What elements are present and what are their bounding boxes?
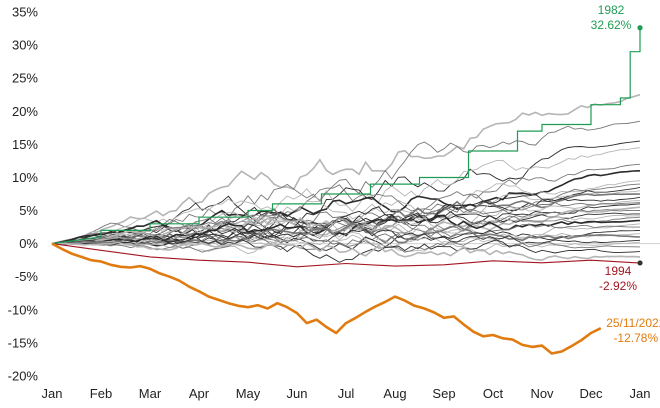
y-tick-label: 30%	[12, 38, 38, 53]
y-tick-label: 15%	[12, 137, 38, 152]
other-years-lines	[51, 93, 641, 263]
x-tick-label: Feb	[90, 386, 112, 401]
x-tick-label: Mar	[139, 386, 162, 401]
series-1994-end-marker	[637, 260, 643, 266]
other-year-line	[51, 163, 641, 245]
other-year-line	[51, 212, 640, 246]
series-1994-value-label: -2.92%	[599, 279, 637, 293]
y-tick-label: 25%	[12, 71, 38, 86]
y-tick-label: 0%	[19, 236, 38, 251]
x-tick-label: Jun	[287, 386, 308, 401]
other-year-line	[51, 228, 641, 246]
x-tick-label: Apr	[189, 386, 210, 401]
series-2022-value-label: -12.78%	[613, 331, 658, 345]
other-year-line	[51, 235, 641, 263]
other-year-line	[51, 223, 641, 247]
x-tick-label: Sep	[432, 386, 455, 401]
other-year-line	[51, 93, 641, 245]
other-year-line	[52, 234, 641, 255]
series-1994-line	[51, 243, 641, 268]
series-1982-end-marker	[637, 25, 643, 31]
series-1982-line	[51, 27, 641, 245]
x-tick-label: Dec	[579, 386, 603, 401]
series-1982-value-label: 32.62%	[591, 18, 632, 32]
x-axis-ticks: Jan Feb Mar Apr May Jun Jul Aug Sep Oct Nov Dec Jan	[42, 386, 651, 401]
y-tick-label: -15%	[8, 335, 39, 350]
x-tick-label: Jan	[630, 386, 651, 401]
y-axis-ticks: 35% 30% 25% 20% 15% 10% 5% 0% -5% -10% -15% -20%	[8, 5, 39, 384]
y-tick-label: 10%	[12, 170, 38, 185]
other-year-line	[51, 147, 641, 245]
series-2022-line	[51, 242, 602, 355]
other-year-line	[51, 223, 640, 251]
x-tick-label: Aug	[383, 386, 406, 401]
x-tick-label: Jan	[42, 386, 63, 401]
series-1994-year-label: 1994	[605, 264, 632, 278]
other-year-line	[51, 241, 641, 261]
other-year-line	[51, 236, 641, 253]
y-tick-label: 5%	[19, 203, 38, 218]
series-1982-year-label: 1982	[598, 3, 625, 17]
other-year-line	[51, 212, 641, 245]
y-tick-label: -5%	[15, 269, 39, 284]
x-tick-label: Oct	[483, 386, 504, 401]
x-tick-label: Nov	[530, 386, 554, 401]
y-tick-label: -20%	[8, 369, 39, 384]
other-year-line	[51, 200, 641, 245]
x-tick-label: Jul	[338, 386, 355, 401]
x-tick-label: May	[236, 386, 261, 401]
y-tick-label: 35%	[12, 5, 38, 20]
y-tick-label: -10%	[8, 302, 39, 317]
y-tick-label: 20%	[12, 104, 38, 119]
series-2022-date-label: 25/11/2022	[606, 316, 660, 330]
